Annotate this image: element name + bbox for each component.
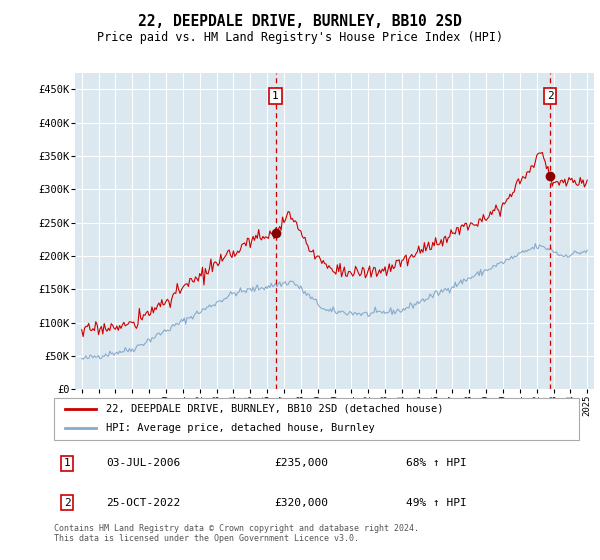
Text: 2: 2 — [547, 91, 554, 101]
Text: 68% ↑ HPI: 68% ↑ HPI — [406, 459, 467, 468]
Text: 2: 2 — [64, 498, 71, 507]
Text: HPI: Average price, detached house, Burnley: HPI: Average price, detached house, Burn… — [107, 423, 375, 433]
Text: £235,000: £235,000 — [275, 459, 329, 468]
Text: 1: 1 — [272, 91, 279, 101]
Text: 25-OCT-2022: 25-OCT-2022 — [107, 498, 181, 507]
Text: 22, DEEPDALE DRIVE, BURNLEY, BB10 2SD: 22, DEEPDALE DRIVE, BURNLEY, BB10 2SD — [138, 14, 462, 29]
Text: 49% ↑ HPI: 49% ↑ HPI — [406, 498, 467, 507]
Text: Price paid vs. HM Land Registry's House Price Index (HPI): Price paid vs. HM Land Registry's House … — [97, 31, 503, 44]
Text: Contains HM Land Registry data © Crown copyright and database right 2024.
This d: Contains HM Land Registry data © Crown c… — [54, 524, 419, 543]
Text: £320,000: £320,000 — [275, 498, 329, 507]
Text: 22, DEEPDALE DRIVE, BURNLEY, BB10 2SD (detached house): 22, DEEPDALE DRIVE, BURNLEY, BB10 2SD (d… — [107, 404, 444, 414]
Text: 03-JUL-2006: 03-JUL-2006 — [107, 459, 181, 468]
Text: 1: 1 — [64, 459, 71, 468]
